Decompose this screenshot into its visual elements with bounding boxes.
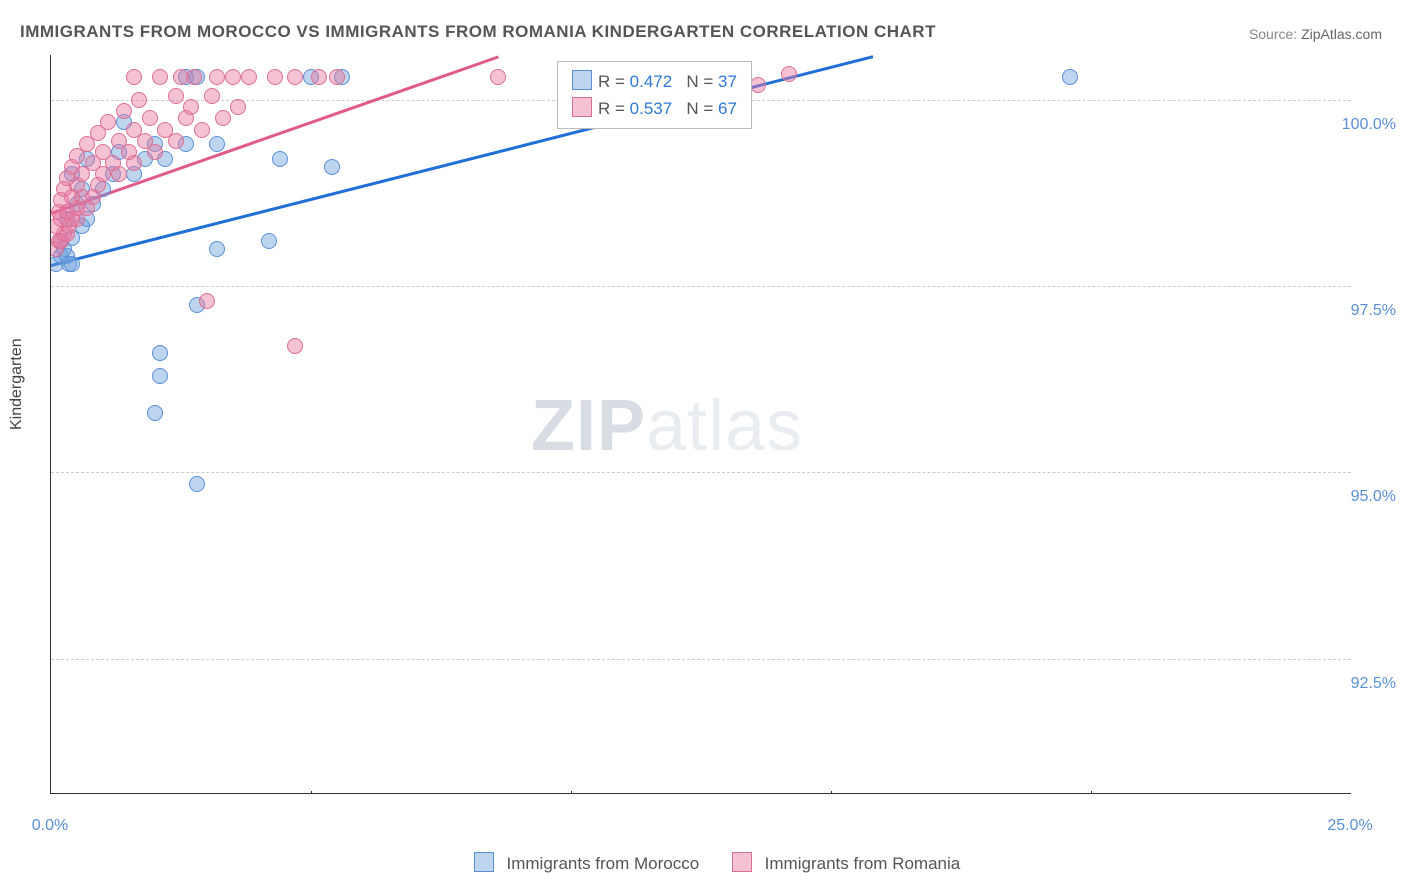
legend-r-value: 0.472 xyxy=(630,72,673,91)
legend-swatch xyxy=(572,70,592,90)
data-point xyxy=(209,69,225,85)
data-point xyxy=(225,69,241,85)
data-point xyxy=(199,293,215,309)
data-point xyxy=(131,92,147,108)
data-point xyxy=(111,133,127,149)
data-point xyxy=(324,159,340,175)
legend-swatch-romania xyxy=(732,852,752,872)
data-point xyxy=(267,69,283,85)
source-value: ZipAtlas.com xyxy=(1301,26,1382,42)
chart-title: IMMIGRANTS FROM MOROCCO VS IMMIGRANTS FR… xyxy=(20,22,936,42)
legend-n-value: 37 xyxy=(718,72,737,91)
x-tick xyxy=(1091,791,1092,794)
x-tick-label: 25.0% xyxy=(1327,817,1372,835)
x-tick-minor xyxy=(675,793,676,794)
data-point xyxy=(116,103,132,119)
scatter-plot-area: ZIPatlas xyxy=(50,55,1351,794)
data-point xyxy=(241,69,257,85)
source-attribution: Source: ZipAtlas.com xyxy=(1249,26,1382,42)
y-axis-label: Kindergarten xyxy=(8,338,26,430)
legend-stats-row: R = 0.537 N = 67 xyxy=(572,95,737,122)
data-point xyxy=(152,69,168,85)
data-point xyxy=(183,99,199,115)
data-point xyxy=(95,144,111,160)
data-point xyxy=(147,405,163,421)
data-point xyxy=(126,122,142,138)
x-tick-label: 0.0% xyxy=(32,817,68,835)
y-tick-label: 97.5% xyxy=(1351,302,1396,320)
legend-swatch-morocco xyxy=(474,852,494,872)
y-tick-label: 92.5% xyxy=(1351,675,1396,693)
legend-stats-box: R = 0.472 N = 37R = 0.537 N = 67 xyxy=(557,61,752,129)
x-tick xyxy=(571,791,572,794)
data-point xyxy=(311,69,327,85)
x-tick-minor xyxy=(155,793,156,794)
x-tick-minor xyxy=(415,793,416,794)
legend-label-morocco: Immigrants from Morocco xyxy=(507,854,700,873)
data-point xyxy=(1062,69,1078,85)
data-point xyxy=(186,69,202,85)
data-point xyxy=(194,122,210,138)
x-tick-minor xyxy=(935,793,936,794)
gridline xyxy=(51,472,1351,473)
data-point xyxy=(189,476,205,492)
data-point xyxy=(157,122,173,138)
data-point xyxy=(490,69,506,85)
data-point xyxy=(272,151,288,167)
watermark-atlas: atlas xyxy=(646,386,803,466)
legend-label-romania: Immigrants from Romania xyxy=(765,854,961,873)
data-point xyxy=(261,233,277,249)
data-point xyxy=(781,66,797,82)
x-tick xyxy=(311,791,312,794)
legend-swatch xyxy=(572,97,592,117)
gridline xyxy=(51,286,1351,287)
data-point xyxy=(230,99,246,115)
watermark: ZIPatlas xyxy=(531,385,803,467)
data-point xyxy=(209,136,225,152)
watermark-zip: ZIP xyxy=(531,386,646,466)
data-point xyxy=(329,69,345,85)
legend-bottom: Immigrants from Morocco Immigrants from … xyxy=(0,852,1406,874)
data-point xyxy=(64,256,80,272)
gridline xyxy=(51,659,1351,660)
legend-stats-row: R = 0.472 N = 37 xyxy=(572,68,737,95)
legend-n-value: 67 xyxy=(718,99,737,118)
data-point xyxy=(152,345,168,361)
data-point xyxy=(168,88,184,104)
source-label: Source: xyxy=(1249,26,1297,42)
y-tick-label: 95.0% xyxy=(1351,488,1396,506)
data-point xyxy=(204,88,220,104)
data-point xyxy=(152,368,168,384)
data-point xyxy=(209,241,225,257)
data-point xyxy=(100,114,116,130)
data-point xyxy=(750,77,766,93)
data-point xyxy=(287,69,303,85)
data-point xyxy=(215,110,231,126)
y-tick-label: 100.0% xyxy=(1342,116,1396,134)
data-point xyxy=(126,69,142,85)
legend-r-value: 0.537 xyxy=(630,99,673,118)
x-tick xyxy=(831,791,832,794)
x-tick-minor xyxy=(1195,793,1196,794)
data-point xyxy=(287,338,303,354)
data-point xyxy=(142,110,158,126)
